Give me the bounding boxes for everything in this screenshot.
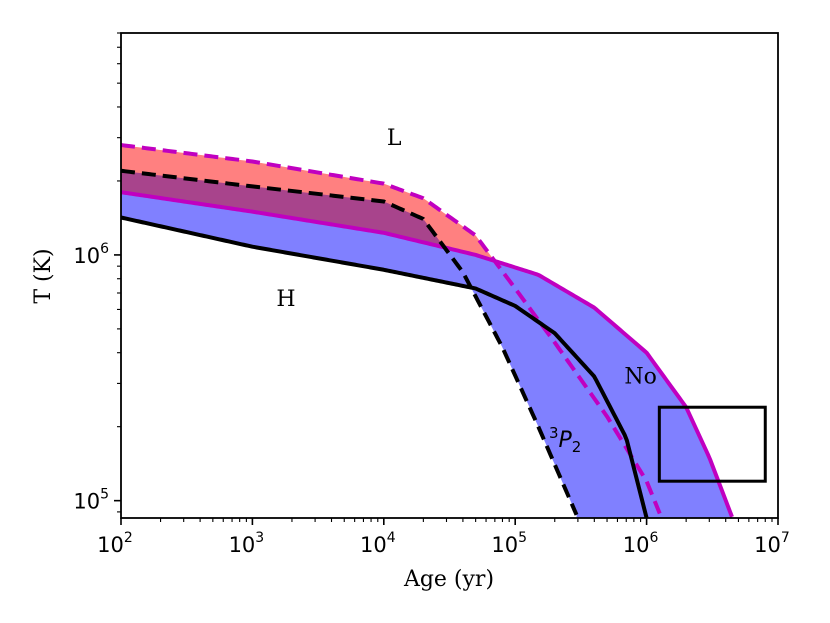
- x-tick-exp: 3: [255, 530, 264, 546]
- black-solid-curve: [121, 215, 649, 518]
- p32-superscript: 3: [549, 424, 559, 442]
- magenta-dashed-curve: [121, 143, 662, 515]
- x-tick-exp: 7: [781, 530, 790, 546]
- p32-base: P: [559, 428, 573, 453]
- y-tick-base: 10: [73, 244, 100, 268]
- x-tick-exp: 2: [124, 530, 133, 546]
- x-tick-exp: 6: [650, 530, 659, 546]
- x-tick-label: 102: [97, 530, 133, 557]
- x-tick-label: 103: [229, 530, 265, 557]
- x-tick-base: 10: [360, 533, 387, 557]
- y-tick-exp: 6: [100, 241, 109, 257]
- x-tick-base: 10: [97, 533, 124, 557]
- region-label-No: No: [624, 364, 657, 389]
- x-tick-base: 10: [491, 533, 518, 557]
- x-axis-label: Age (yr): [403, 567, 494, 592]
- y-tick-label: 106: [73, 241, 109, 268]
- y-axis-label: T (K): [31, 248, 56, 303]
- h-envelope-area: [121, 192, 733, 518]
- x-tick-label: 104: [360, 530, 396, 557]
- p32-subscript: 2: [572, 438, 582, 456]
- magenta-solid-curve: [121, 190, 734, 518]
- x-tick-label: 107: [754, 530, 790, 557]
- y-tick-label: 105: [73, 487, 109, 514]
- plot-frame: [120, 32, 779, 519]
- x-tick-label: 105: [491, 530, 527, 557]
- y-tick-base: 10: [73, 490, 100, 514]
- region-label-L: L: [387, 126, 402, 151]
- observation-box: [657, 405, 767, 483]
- x-tick-base: 10: [754, 533, 781, 557]
- p32-band-area: [471, 287, 647, 518]
- black-dashed-curve: [121, 168, 579, 516]
- x-tick-label: 106: [623, 530, 659, 557]
- y-tick-exp: 5: [100, 487, 109, 503]
- x-tick-base: 10: [623, 533, 650, 557]
- region-label-H: H: [276, 287, 295, 312]
- x-tick-base: 10: [229, 533, 256, 557]
- x-tick-exp: 5: [518, 530, 527, 546]
- region-label-p32: 3P2: [549, 424, 581, 456]
- x-tick-exp: 4: [387, 530, 396, 546]
